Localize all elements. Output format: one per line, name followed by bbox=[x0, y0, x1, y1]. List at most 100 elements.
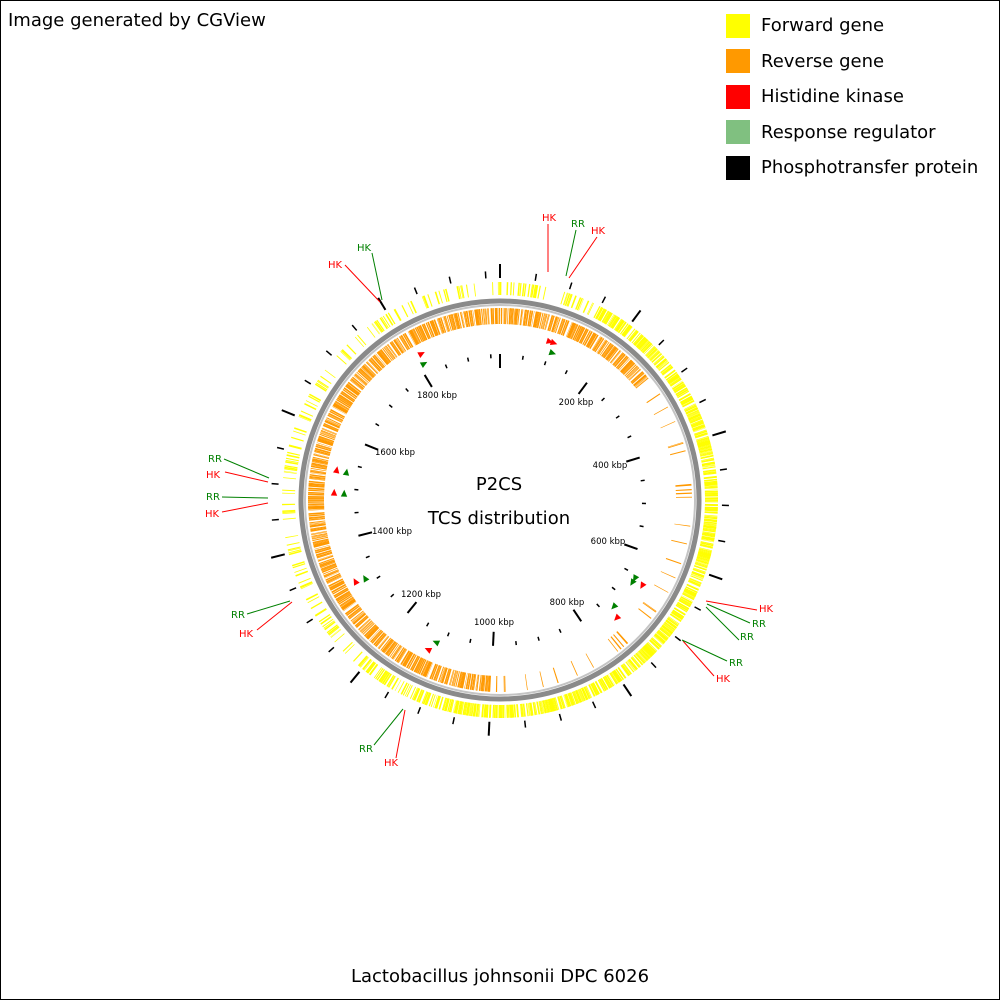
response-regulator-marker bbox=[432, 640, 441, 647]
forward-gene-segment bbox=[574, 690, 581, 703]
callout-line bbox=[568, 236, 598, 279]
forward-gene-segment bbox=[516, 704, 519, 718]
forward-gene-segment bbox=[418, 690, 424, 703]
forward-gene-segment bbox=[623, 326, 633, 337]
reverse-gene-segment bbox=[391, 341, 402, 355]
inner-tick bbox=[558, 628, 562, 633]
forward-gene-segment bbox=[685, 587, 698, 593]
reverse-gene-segment bbox=[401, 334, 411, 350]
reverse-gene-segment bbox=[429, 663, 436, 679]
reverse-gene-segment bbox=[362, 622, 375, 635]
reverse-gene-segment bbox=[319, 559, 335, 566]
inner-tick bbox=[627, 435, 632, 439]
forward-gene-segment bbox=[588, 684, 595, 697]
reverse-gene-segment bbox=[362, 365, 375, 378]
forward-gene-segment bbox=[689, 416, 702, 423]
reverse-gene-segment bbox=[368, 359, 380, 372]
forward-gene-segment bbox=[576, 297, 583, 311]
response-regulator-marker bbox=[630, 578, 637, 586]
forward-gene-segment bbox=[533, 702, 537, 716]
reverse-gene-segment bbox=[371, 630, 384, 644]
forward-gene-segment bbox=[677, 601, 690, 610]
callout-label-hk: HK bbox=[716, 674, 731, 685]
legend: Forward gene Reverse gene Histidine kina… bbox=[726, 8, 978, 186]
reverse-gene-segment bbox=[410, 655, 419, 671]
forward-gene-segment bbox=[653, 355, 665, 366]
forward-gene-segment bbox=[672, 610, 684, 619]
forward-gene-segment bbox=[695, 560, 709, 565]
forward-gene-segment bbox=[678, 600, 691, 608]
reverse-gene-segment bbox=[365, 625, 378, 638]
reverse-gene-segment bbox=[308, 508, 325, 510]
forward-gene-segment bbox=[287, 451, 301, 456]
legend-item-forward: Forward gene bbox=[726, 8, 978, 44]
reverse-gene-segment bbox=[349, 608, 363, 620]
reverse-gene-segment bbox=[346, 383, 360, 395]
reverse-gene-segment bbox=[454, 313, 459, 330]
forward-gene-segment bbox=[702, 463, 715, 467]
forward-gene-segment bbox=[438, 290, 443, 304]
reverse-gene-segment bbox=[614, 354, 626, 368]
reverse-gene-segment bbox=[352, 376, 366, 388]
forward-gene-segment bbox=[488, 704, 491, 718]
forward-gene-segment bbox=[500, 705, 502, 718]
forward-gene-segment bbox=[605, 675, 613, 688]
forward-gene-segment bbox=[330, 628, 341, 638]
forward-gene-segment bbox=[631, 656, 641, 668]
reverse-gene-segment bbox=[350, 610, 364, 622]
callout-label-hk: HK bbox=[206, 470, 221, 481]
forward-gene-segment bbox=[686, 410, 700, 417]
forward-gene-segment bbox=[693, 567, 706, 573]
forward-gene-segment bbox=[593, 306, 601, 319]
forward-gene-segment bbox=[649, 640, 659, 650]
reverse-gene-segment bbox=[413, 657, 422, 672]
reverse-gene-segment bbox=[327, 576, 342, 584]
reverse-gene-segment bbox=[323, 424, 339, 432]
reverse-gene-segment bbox=[431, 320, 439, 336]
reverse-gene-segment bbox=[612, 352, 625, 366]
forward-gene-segment bbox=[661, 365, 673, 375]
reverse-gene-segment bbox=[568, 323, 576, 339]
forward-gene-segment bbox=[622, 325, 631, 337]
reverse-gene-segment bbox=[308, 509, 325, 511]
forward-gene-segment bbox=[686, 409, 699, 416]
forward-gene-segment bbox=[291, 436, 304, 442]
inner-tick bbox=[492, 631, 495, 646]
reverse-gene-segment bbox=[313, 540, 329, 545]
response-regulator-marker bbox=[419, 361, 428, 368]
reverse-gene-segment bbox=[352, 612, 366, 625]
outer-tick bbox=[631, 309, 642, 323]
reverse-gene-segment bbox=[354, 615, 368, 626]
forward-gene-segment bbox=[691, 422, 704, 428]
reverse-gene-segment bbox=[396, 337, 407, 352]
reverse-gene-segment bbox=[308, 504, 325, 506]
reverse-gene-segment bbox=[617, 356, 629, 370]
forward-gene-segment bbox=[683, 590, 696, 598]
outer-tick bbox=[413, 287, 418, 295]
callout-label-hk: HK bbox=[205, 509, 220, 520]
reverse-gene-segment bbox=[312, 458, 329, 463]
outer-tick bbox=[622, 683, 633, 697]
reverse-gene-segment bbox=[342, 600, 357, 611]
reverse-gene-segment bbox=[317, 438, 334, 445]
reverse-gene-segment bbox=[454, 313, 460, 329]
forward-gene-segment bbox=[662, 624, 674, 634]
callout-label-rr: RR bbox=[571, 219, 585, 230]
reverse-gene-segment bbox=[340, 597, 354, 607]
reverse-gene-segment bbox=[358, 370, 371, 382]
histidine-kinase-marker bbox=[424, 648, 433, 654]
reverse-gene-segment bbox=[459, 312, 464, 328]
reverse-gene-segment bbox=[517, 308, 520, 325]
reverse-gene-segment bbox=[424, 323, 431, 339]
forward-gene-segment bbox=[602, 311, 610, 323]
reverse-gene-segment bbox=[620, 360, 633, 373]
forward-gene-segment bbox=[656, 358, 667, 369]
forward-gene-segment bbox=[385, 313, 394, 326]
reverse-gene-segment bbox=[391, 645, 402, 659]
reverse-gene-segment bbox=[342, 389, 357, 400]
reverse-gene-segment bbox=[606, 346, 617, 361]
reverse-gene-segment bbox=[308, 483, 325, 486]
reverse-gene-segment bbox=[355, 373, 368, 385]
reverse-gene-segment bbox=[399, 336, 409, 350]
reverse-gene-segment bbox=[311, 531, 327, 536]
